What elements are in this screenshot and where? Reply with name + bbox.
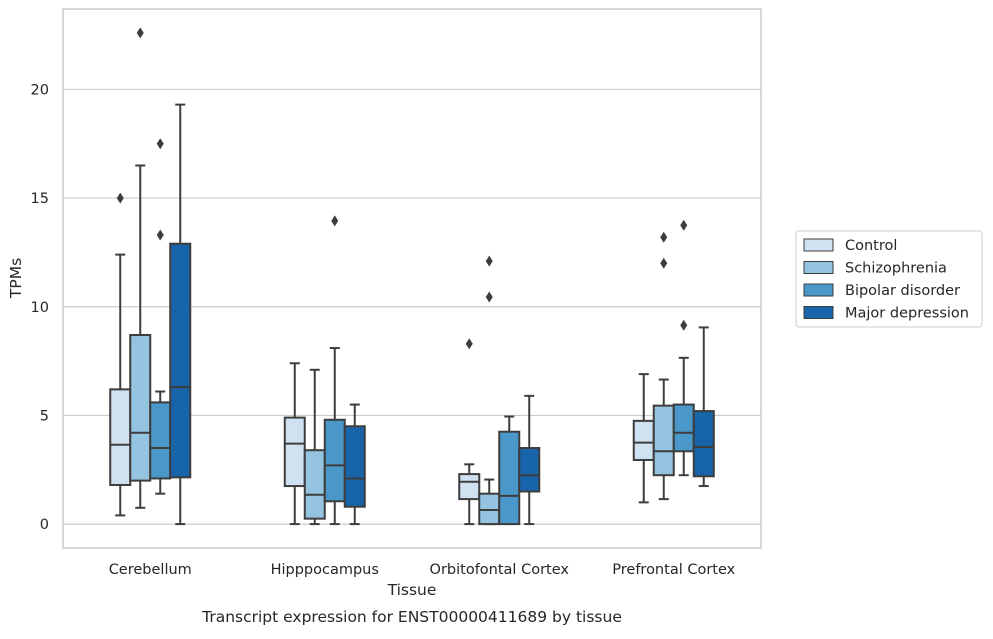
box-iqr — [692, 410, 715, 478]
legend-frame — [795, 230, 983, 328]
legend-swatch — [803, 238, 834, 252]
box-iqr — [478, 492, 501, 526]
outlier-point — [660, 231, 668, 243]
outlier-point — [331, 215, 339, 227]
box-iqr — [652, 404, 675, 477]
x-tick-label: Prefrontal Cortex — [612, 562, 735, 578]
y-tick-label: 0 — [40, 517, 49, 533]
outlier-point — [485, 255, 493, 267]
outlier-point — [136, 27, 144, 39]
box-iqr — [129, 334, 152, 482]
box-iqr — [283, 416, 306, 488]
box-group — [109, 192, 132, 517]
legend-swatch — [803, 261, 834, 274]
box-group — [632, 373, 655, 504]
box-group — [478, 255, 501, 526]
legend-label: Major depression — [845, 306, 969, 322]
x-tick-labels: Cerebellum Hipppocampus Orbitofontal Corte… — [109, 562, 736, 578]
box-group — [343, 403, 366, 526]
box-iqr — [303, 449, 326, 520]
box-iqr — [323, 418, 346, 503]
x-tick-label: Hipppocampus — [271, 562, 379, 578]
box-series — [109, 27, 715, 526]
box-iqr — [458, 473, 481, 501]
box-group — [652, 231, 675, 501]
box-iqr — [149, 401, 172, 480]
outlier-point — [156, 138, 164, 150]
box-iqr — [109, 388, 132, 486]
box-group — [169, 103, 192, 526]
outlier-point — [680, 319, 688, 331]
x-tick-label: Cerebellum — [109, 562, 192, 578]
outlier-point — [660, 257, 668, 269]
outlier-point — [116, 192, 124, 204]
box-group — [692, 326, 715, 488]
outlier-point — [156, 229, 164, 241]
box-group — [303, 368, 326, 526]
outlier-point — [465, 338, 473, 350]
box-iqr — [169, 242, 192, 479]
box-iqr — [632, 419, 655, 461]
box-group — [458, 338, 481, 526]
x-tick-label: Orbitofontal Cortex — [430, 562, 570, 578]
box-iqr — [672, 403, 695, 453]
legend-swatch — [803, 306, 834, 319]
y-axis-label: TPMs — [7, 258, 25, 299]
legend: Control Schizophrenia Bipolar disorder Majo… — [795, 230, 983, 328]
outlier-point — [680, 219, 688, 231]
box-group — [283, 362, 306, 526]
y-tick-label: 5 — [40, 408, 49, 424]
y-tick-label: 10 — [31, 300, 49, 316]
y-tick-label: 15 — [31, 191, 49, 207]
y-tick-label: 20 — [31, 82, 49, 98]
box-group — [498, 415, 521, 526]
box-group — [518, 394, 541, 526]
legend-swatch — [803, 283, 834, 297]
chart-caption: Transcript expression for ENST0000041168… — [201, 608, 622, 626]
box-group — [672, 219, 695, 477]
box-iqr — [518, 447, 541, 493]
legend-label: Bipolar disorder — [845, 283, 960, 299]
outlier-point — [485, 291, 493, 303]
y-tick-labels: 0 5 10 15 20 — [31, 82, 49, 533]
x-axis-label: Tissue — [387, 581, 437, 599]
legend-label: Control — [845, 238, 897, 254]
plot-frame — [62, 8, 762, 549]
box-iqr — [498, 430, 521, 526]
legend-label: Schizophrenia — [845, 261, 947, 277]
box-iqr — [343, 425, 366, 508]
